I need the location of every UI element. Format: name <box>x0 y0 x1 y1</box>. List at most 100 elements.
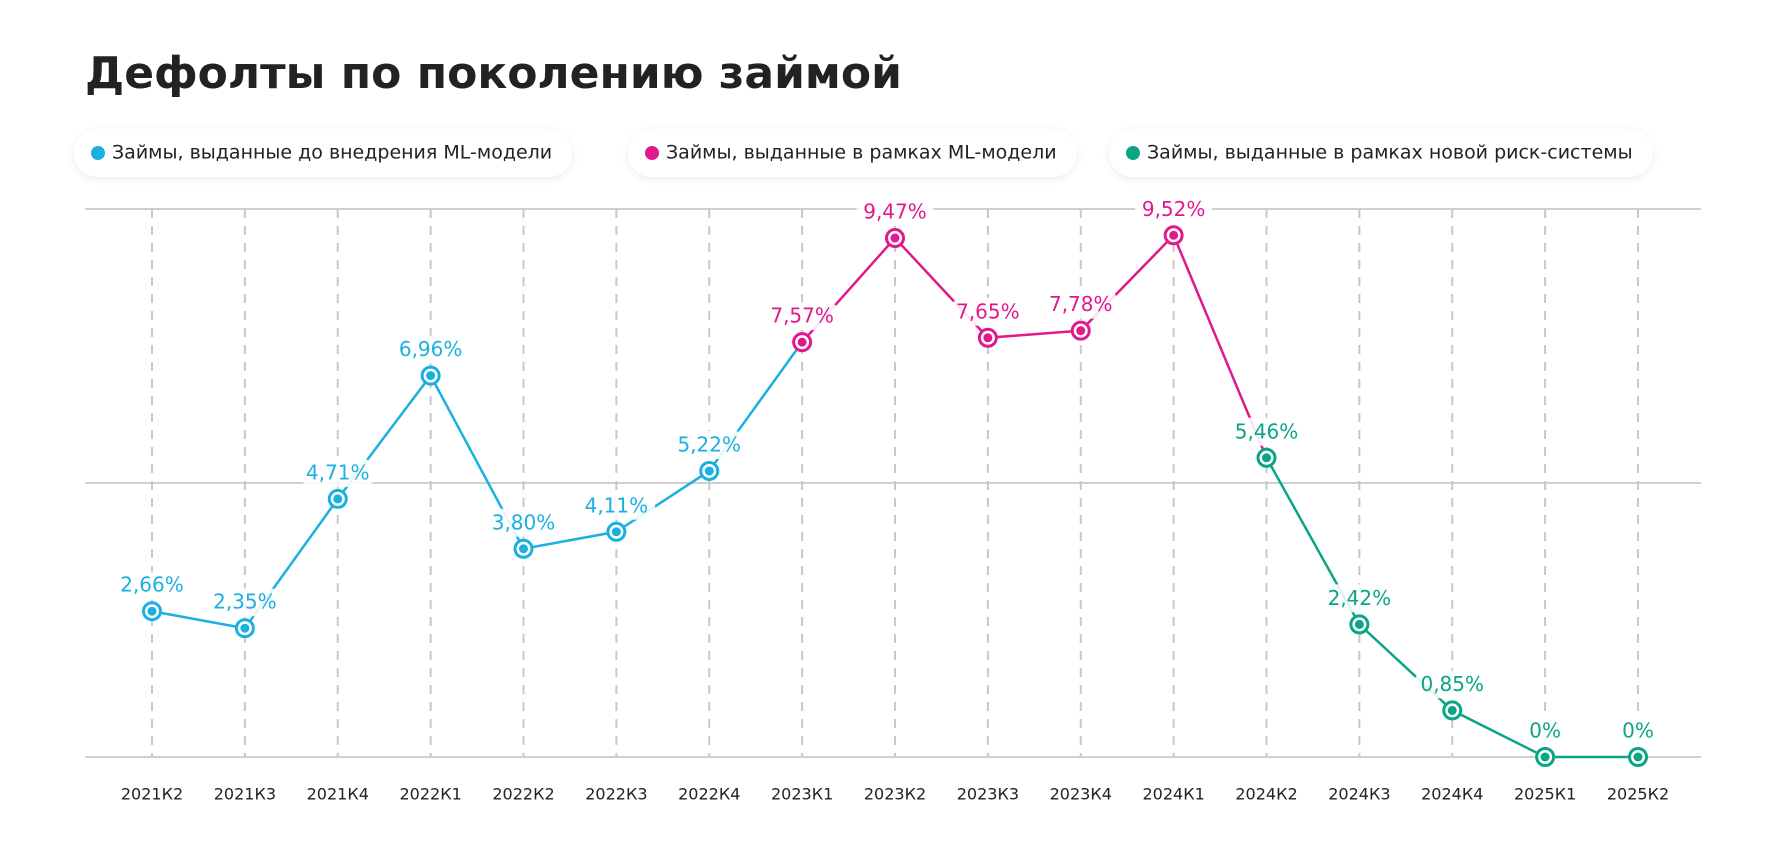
point-core <box>333 494 343 504</box>
labels: 2,66% 2,35% 4,71% 6,96% 3,80% 4,11% 5,22% 7,57%… <box>113 195 1661 745</box>
value-label: 6,96% <box>391 335 470 364</box>
point-core <box>1262 453 1271 463</box>
value-label-bg <box>670 430 749 459</box>
value-label-bg <box>856 198 934 227</box>
value-label-text: 4,71% <box>306 460 370 484</box>
value-label: 5,46% <box>1227 417 1306 446</box>
value-label-text: 7,65% <box>956 299 1020 323</box>
point-core <box>1354 619 1364 629</box>
value-label-bg <box>1134 195 1213 224</box>
value-label: 2,35% <box>206 588 284 617</box>
x-tick-label: 2022К4 <box>678 785 740 804</box>
x-tick-label: 2021К4 <box>307 785 369 804</box>
value-label-text: 0% <box>1622 719 1654 743</box>
x-tick-label: 2024К4 <box>1421 785 1483 804</box>
chart-title: Дефолты по поколению займой <box>85 48 902 99</box>
value-label: 4,11% <box>577 491 656 520</box>
point-core <box>147 606 157 616</box>
value-label-text: 2,35% <box>213 590 277 614</box>
value-label-bg <box>484 508 563 537</box>
point-core <box>519 544 528 554</box>
point-core <box>1633 752 1643 762</box>
value-label-text: 7,57% <box>770 304 834 328</box>
value-label-text: 9,47% <box>863 200 927 224</box>
point-core <box>426 371 436 381</box>
value-label: 7,78% <box>1041 290 1120 319</box>
point-core <box>983 333 993 343</box>
value-label: 9,52% <box>1134 195 1213 224</box>
value-label-bg <box>391 335 470 364</box>
legend-label: Займы, выданные в рамках новой риск-сист… <box>1147 142 1633 164</box>
legend-pill <box>1109 129 1653 177</box>
point-core <box>1076 326 1086 336</box>
value-label: 2,66% <box>113 571 191 600</box>
x-tick-label: 2022К1 <box>399 785 461 804</box>
x-tick-label: 2022К3 <box>585 785 647 804</box>
point-core <box>240 623 250 633</box>
value-label: 3,80% <box>484 508 563 537</box>
legend-dot <box>1126 146 1140 160</box>
x-tick-label: 2021К3 <box>214 785 276 804</box>
value-label-bg <box>1320 584 1399 613</box>
x-tick-label: 2022К2 <box>492 785 554 804</box>
value-label-text: 5,46% <box>1235 419 1299 443</box>
value-label-bg <box>1615 717 1661 745</box>
value-label-bg <box>1413 670 1492 699</box>
value-label: 7,65% <box>949 297 1027 326</box>
value-label-bg <box>1227 417 1306 446</box>
legend-item: Займы, выданные в рамках ML-модели <box>628 129 1077 177</box>
value-label: 4,71% <box>298 458 377 487</box>
point-core <box>611 527 621 537</box>
value-label: 0,85% <box>1413 670 1492 699</box>
value-label-bg <box>1522 717 1568 745</box>
x-tick-label: 2025К1 <box>1514 785 1576 804</box>
value-label-text: 9,52% <box>1142 197 1206 221</box>
value-label-text: 2,66% <box>120 573 184 597</box>
value-label: 0% <box>1615 717 1661 745</box>
x-tick-label: 2023К3 <box>957 785 1019 804</box>
x-tick-label: 2021К2 <box>121 785 183 804</box>
value-label-bg <box>113 571 191 600</box>
legend-dot <box>645 146 659 160</box>
x-tick-label: 2024К2 <box>1235 785 1297 804</box>
x-tick-label: 2023К1 <box>771 785 833 804</box>
value-label-text: 2,42% <box>1328 586 1392 610</box>
x-tick-label: 2023К4 <box>1050 785 1112 804</box>
value-label: 0% <box>1522 717 1568 745</box>
value-label-text: 4,11% <box>585 493 649 517</box>
value-label-bg <box>763 302 841 331</box>
value-label: 7,57% <box>763 302 841 331</box>
legend-item: Займы, выданные до внедрения ML-модели <box>74 129 573 177</box>
value-label: 5,22% <box>670 430 749 459</box>
markers <box>142 225 1648 767</box>
legend-pill <box>74 129 573 177</box>
value-label-text: 0,85% <box>1420 672 1484 696</box>
value-label-text: 5,22% <box>677 432 741 456</box>
point-core <box>1447 705 1457 715</box>
x-tick-label: 2024К1 <box>1142 785 1204 804</box>
value-label-text: 6,96% <box>399 337 463 361</box>
value-label-text: 0% <box>1529 719 1561 743</box>
value-label: 9,47% <box>856 198 934 227</box>
point-core <box>1540 752 1550 762</box>
x-tick-label: 2025К2 <box>1607 785 1669 804</box>
value-label-text: 3,80% <box>492 510 556 534</box>
value-label-bg <box>949 297 1027 326</box>
x-tick-label: 2024К3 <box>1328 785 1390 804</box>
value-label-bg <box>298 458 377 487</box>
point-core <box>704 466 714 476</box>
point-core <box>1169 230 1179 240</box>
value-label-bg <box>206 588 284 617</box>
value-label-bg <box>1041 290 1120 319</box>
point-core <box>890 233 900 243</box>
legend-item: Займы, выданные в рамках новой риск-сист… <box>1109 129 1653 177</box>
x-tick-label: 2023К2 <box>864 785 926 804</box>
value-label: 2,42% <box>1320 584 1399 613</box>
value-label-text: 7,78% <box>1049 292 1113 316</box>
point-core <box>797 337 807 347</box>
legend-label: Займы, выданные в рамках ML-модели <box>666 142 1057 164</box>
legend-pill <box>628 129 1077 177</box>
legend-label: Займы, выданные до внедрения ML-модели <box>112 142 552 164</box>
